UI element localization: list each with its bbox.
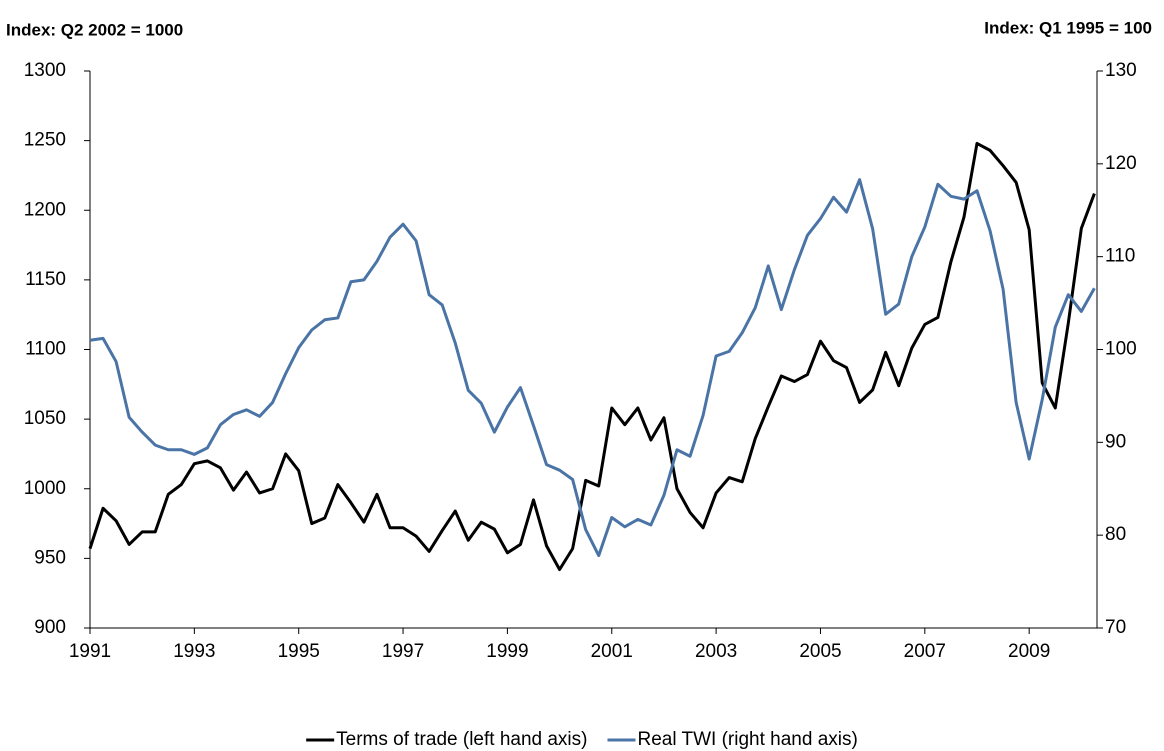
legend: Terms of trade (left hand axis) Real TWI … [306,729,858,750]
x-tick-label: 2001 [591,641,633,662]
series-line [88,141,1096,572]
y-tick-label: 900 [34,617,66,638]
series-line [89,178,1096,558]
y2-tick-label: 110 [1105,246,1135,267]
y-tick-label: 1000 [24,478,66,499]
right-axis-label: Index: Q1 1995 = 100 [984,18,1152,37]
legend-label: Real TWI (right hand axis) [637,729,857,750]
y2-tick-label: 130 [1105,60,1137,81]
x-tick-label: 1991 [69,641,111,662]
y2-tick-label: 120 [1105,153,1137,174]
y-tick-label: 1200 [24,199,66,220]
x-tick-label: 2007 [904,641,946,662]
left-axis-label: Index: Q2 2002 = 1000 [6,20,183,39]
y2-tick-label: 100 [1105,339,1137,360]
legend-label: Terms of trade (left hand axis) [336,729,587,750]
x-tick-label: 2003 [695,641,737,662]
x-tick-label: 1995 [278,641,320,662]
x-tick-label: 2009 [1008,641,1050,662]
x-tick-label: 1997 [382,641,424,662]
y2-tick-label: 80 [1105,524,1126,545]
y-tick-label: 1100 [25,339,66,360]
y-tick-label: 1300 [24,60,66,81]
y-tick-label: 950 [34,547,66,568]
x-tick-label: 1993 [173,641,215,662]
x-tick-label: 2005 [799,641,841,662]
y-tick-label: 1050 [24,408,66,429]
x-tick-label: 1999 [486,641,528,662]
y2-tick-label: 90 [1105,431,1126,452]
y2-tick-label: 70 [1105,617,1126,638]
y-tick-label: 1250 [24,130,66,151]
y-tick-label: 1150 [25,269,66,290]
